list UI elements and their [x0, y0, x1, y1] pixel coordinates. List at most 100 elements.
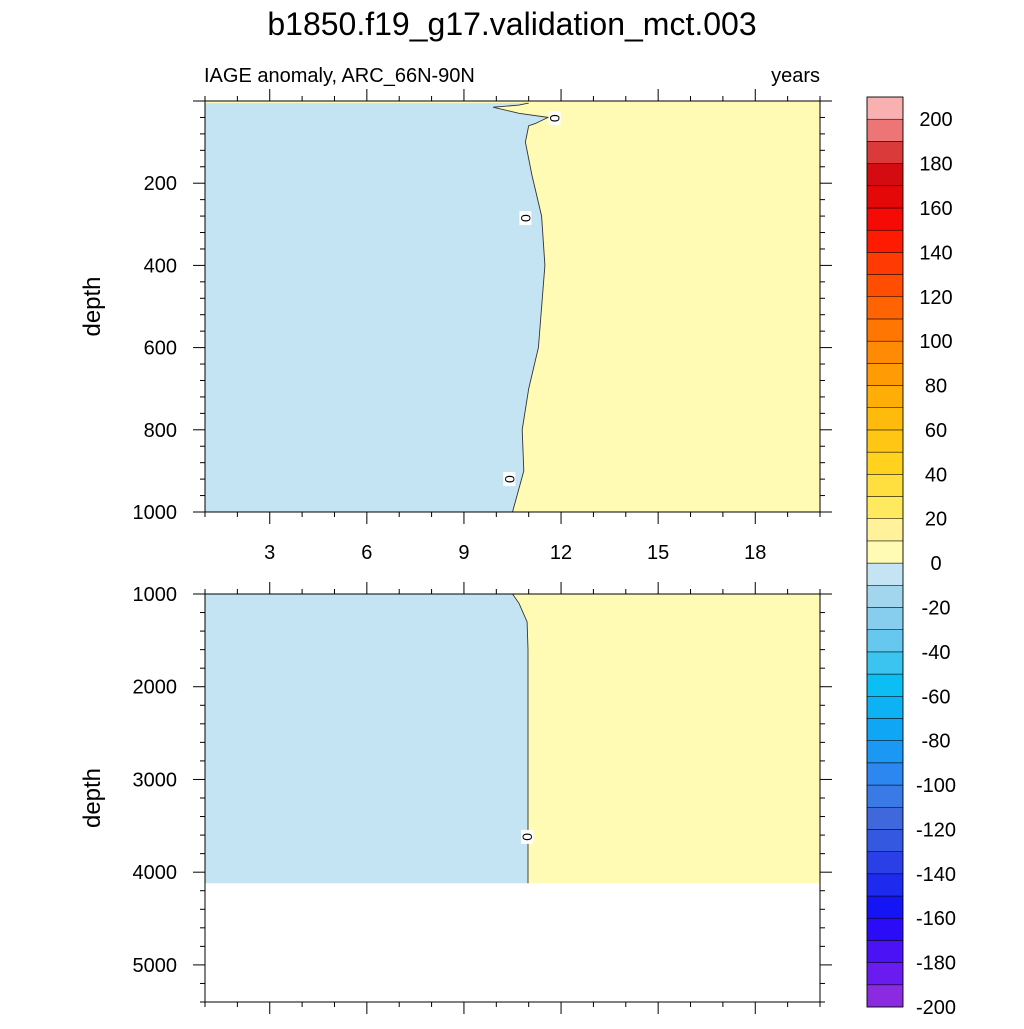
colorbar-tick-label: 0 [930, 553, 941, 575]
y-tick-label: 4000 [133, 862, 178, 884]
colorbar-swatch [866, 429, 904, 453]
colorbar-swatch [866, 518, 904, 542]
y-axis-label: depth [79, 768, 106, 828]
contour-label-box [521, 829, 534, 844]
colorbar-swatch [866, 651, 904, 675]
colorbar-tick-label: 20 [925, 509, 947, 531]
colorbar-tick-label: -180 [916, 953, 956, 975]
colorbar-tick-label: -120 [916, 819, 956, 841]
colorbar-tick-label: -20 [922, 597, 951, 619]
colorbar-swatch [866, 851, 904, 875]
colorbar-swatch [866, 562, 904, 586]
y-tick-label: 5000 [133, 955, 178, 977]
colorbar-swatch [866, 718, 904, 741]
colorbar-tick-label: 200 [919, 109, 952, 131]
colorbar-swatch [866, 585, 904, 608]
colorbar-swatch [866, 229, 904, 253]
chart-title: b1850.f19_g17.validation_mct.003 [267, 6, 756, 42]
colorbar-swatch [866, 185, 904, 209]
colorbar-swatch [866, 474, 904, 497]
colorbar-swatch [866, 318, 904, 342]
colorbar-swatch [866, 96, 904, 120]
contour-label-box [548, 111, 561, 126]
contour-label-text: 0 [547, 114, 563, 122]
y-tick-label: 400 [144, 255, 177, 277]
colorbar-tick-label: -100 [916, 775, 956, 797]
y-tick-label: 200 [144, 173, 177, 195]
y-axis-label: depth [79, 276, 106, 336]
contour-label-text: 0 [518, 214, 534, 222]
y-tick-label: 800 [144, 420, 177, 442]
colorbar-swatch [866, 762, 904, 786]
colorbar-tick-label: 120 [919, 287, 952, 309]
colorbar-tick-label: 180 [919, 154, 952, 176]
colorbar-swatch [866, 296, 904, 320]
x-tick-label: 9 [458, 542, 469, 564]
colorbar-swatch [866, 207, 904, 231]
panel-frame [204, 100, 821, 513]
colorbar-tick-label: 40 [925, 464, 947, 486]
colorbar-swatch [866, 451, 904, 475]
colorbar-swatch [866, 385, 904, 408]
colorbar-tick-label: 140 [919, 242, 952, 264]
contour-label: 0 [518, 211, 534, 226]
colorbar-swatch [866, 784, 904, 808]
x-tick-label: 3 [264, 542, 275, 564]
colorbar-swatch [866, 940, 904, 963]
colorbar-swatch [866, 607, 904, 630]
contour-label-text: 0 [520, 833, 536, 841]
negative-anomaly-region [205, 103, 549, 512]
colorbar-swatch [866, 274, 904, 298]
colorbar-tick-label: 80 [925, 376, 947, 398]
y-tick-label: 1000 [133, 584, 178, 606]
y-tick-label: 1000 [133, 502, 178, 524]
colorbar-tick-label: -80 [922, 731, 951, 753]
colorbar-swatch [866, 363, 904, 386]
contour-label: 0 [520, 829, 536, 844]
panel-upper: 0 0 0 3 6 9 12 15 18 200 400 600 800 1000 depth [79, 89, 832, 564]
colorbar-tick-label: 60 [925, 420, 947, 442]
x-tick-label: 6 [361, 542, 372, 564]
colorbar-swatch [866, 118, 904, 142]
colorbar-tick-label: 100 [919, 331, 952, 353]
contour-label-box [519, 211, 532, 226]
colorbar-tick-label: -60 [922, 686, 951, 708]
colorbar-swatch [866, 163, 904, 187]
y-tick-label: 3000 [133, 769, 178, 791]
contour-label: 0 [502, 472, 518, 487]
x-tick-label: 12 [550, 542, 572, 564]
colorbar-tick-label: -200 [916, 997, 956, 1019]
colorbar-swatch [866, 629, 904, 653]
zero-contour-line [512, 593, 529, 884]
colorbar-swatch [866, 895, 904, 919]
colorbar-tick-label: -160 [916, 908, 956, 930]
colorbar-tick-label: -140 [916, 864, 956, 886]
colorbar-frame [866, 96, 904, 1008]
colorbar-swatch [866, 496, 904, 519]
y-tick-label: 600 [144, 338, 177, 360]
contour-label-box [503, 472, 516, 487]
colorbar-swatch [866, 252, 904, 275]
zero-contour-line [492, 102, 550, 513]
colorbar: 200180160140120100806040200-20-40-60-80-… [866, 96, 956, 1019]
x-tick-label: 15 [647, 542, 669, 564]
upper-panel-right-label: years [771, 65, 820, 87]
colorbar-tick-label: 160 [919, 198, 952, 220]
colorbar-swatch [866, 740, 904, 764]
colorbar-swatch [866, 829, 904, 852]
x-tick-label: 18 [744, 542, 766, 564]
colorbar-swatch [866, 141, 904, 164]
colorbar-swatch [866, 984, 904, 1008]
colorbar-swatch [866, 673, 904, 697]
panel-lower: 0 1000 2000 3000 4000 5000 depth [79, 582, 832, 1014]
contour-label: 0 [547, 111, 563, 126]
colorbar-swatch [866, 696, 904, 719]
colorbar-swatch [866, 917, 904, 941]
colorbar-swatch [866, 340, 904, 364]
colorbar-swatch [866, 962, 904, 986]
negative-anomaly-region [205, 594, 528, 884]
y-tick-label: 2000 [133, 677, 178, 699]
contour-label-text: 0 [502, 475, 518, 483]
